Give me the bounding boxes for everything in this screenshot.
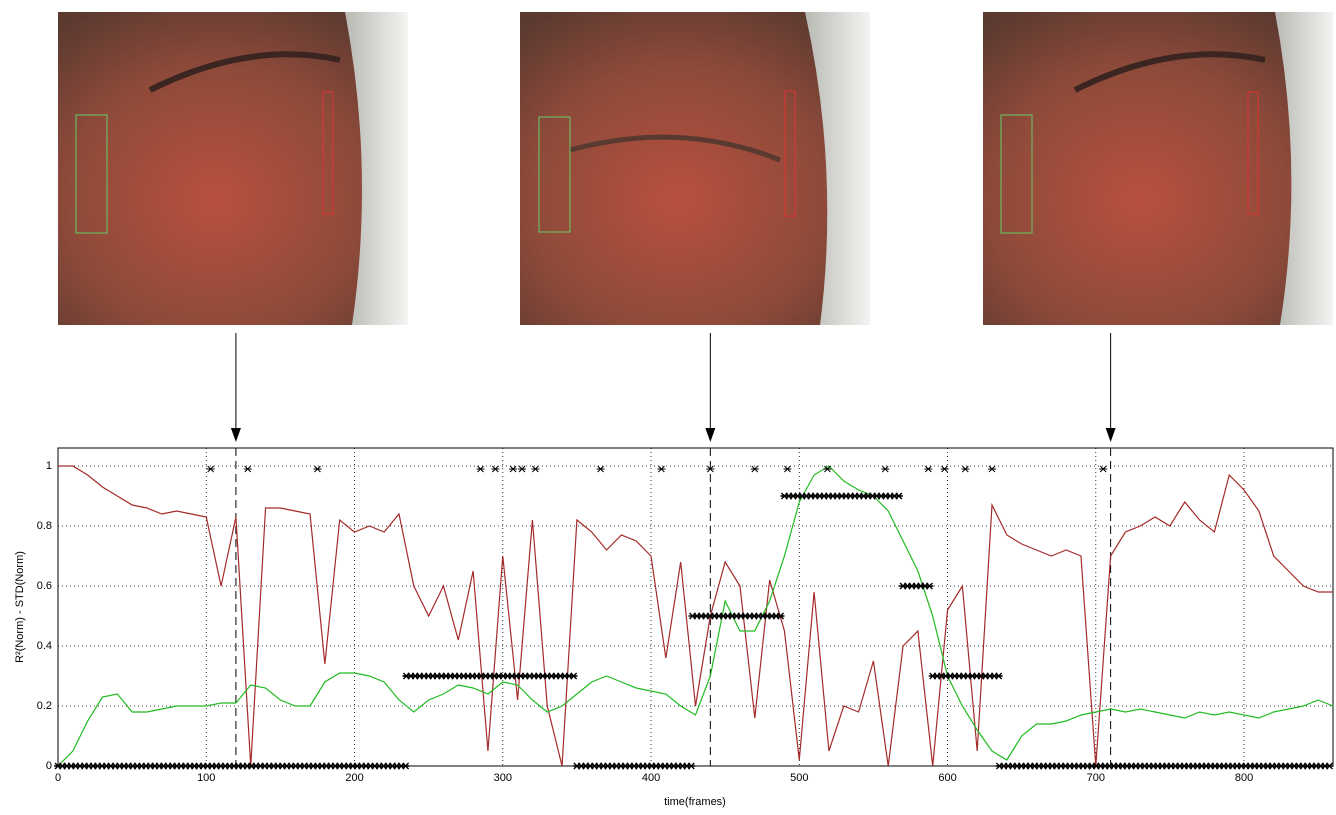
plot-area [58,448,1333,766]
x-tick-label: 500 [790,772,808,784]
x-tick-label: 200 [345,772,363,784]
y-tick-label: 0.6 [37,580,52,592]
detection-stars [995,763,1333,769]
x-tick-label: 600 [938,772,956,784]
x-tick-label: 700 [1087,772,1105,784]
arrow-head [1106,428,1116,442]
y-axis-label: R²(Norm) - STD(Norm) [14,551,26,663]
y-tick-label: 0 [46,760,52,772]
arrow-head [705,428,715,442]
x-tick-label: 300 [494,772,512,784]
arrow-head [231,428,241,442]
photo-3 [983,12,1333,325]
y-tick-label: 0.4 [37,640,52,652]
x-tick-label: 100 [197,772,215,784]
y-tick-label: 0.2 [37,700,52,712]
figure: time(frames) R²(Norm) - STD(Norm) 0 0.2 0.… [0,0,1336,810]
photo-1 [58,12,408,325]
y-tick-label: 0.8 [37,520,52,532]
x-tick-label: 800 [1235,772,1253,784]
x-tick-label: 0 [55,772,61,784]
y-tick-label: 1 [46,460,52,472]
x-tick-label: 400 [642,772,660,784]
photo-2 [520,12,870,325]
x-axis-label: time(frames) [664,796,726,808]
detection-stars [929,673,1003,679]
